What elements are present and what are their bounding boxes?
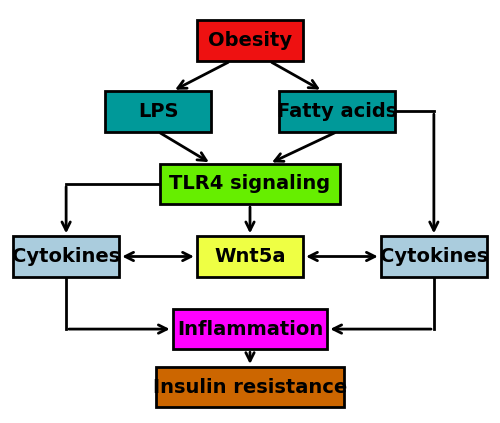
Text: Cytokines: Cytokines — [380, 247, 488, 266]
Text: Fatty acids: Fatty acids — [277, 102, 397, 121]
Text: LPS: LPS — [138, 102, 178, 121]
FancyBboxPatch shape — [197, 236, 303, 277]
Text: Insulin resistance: Insulin resistance — [153, 378, 347, 397]
Text: Wnt5a: Wnt5a — [214, 247, 286, 266]
Text: Inflammation: Inflammation — [177, 320, 323, 338]
FancyBboxPatch shape — [380, 236, 487, 277]
FancyBboxPatch shape — [13, 236, 120, 277]
FancyBboxPatch shape — [156, 367, 344, 407]
FancyBboxPatch shape — [160, 164, 340, 204]
FancyBboxPatch shape — [105, 91, 212, 132]
Text: Obesity: Obesity — [208, 31, 292, 50]
Text: TLR4 signaling: TLR4 signaling — [170, 174, 330, 193]
FancyBboxPatch shape — [172, 309, 328, 349]
Text: Cytokines: Cytokines — [12, 247, 120, 266]
FancyBboxPatch shape — [197, 20, 303, 61]
FancyBboxPatch shape — [279, 91, 395, 132]
